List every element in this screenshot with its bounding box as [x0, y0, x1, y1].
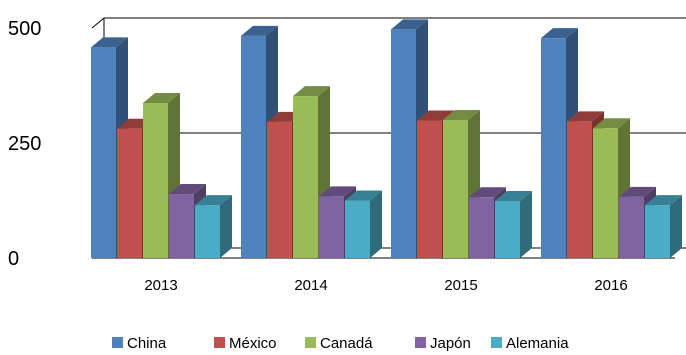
x-tick-label: 2014: [294, 277, 327, 294]
bars: [91, 19, 682, 259]
bar-front: [143, 102, 168, 258]
bar-front: [195, 205, 220, 258]
y-tick-label: 500: [8, 18, 41, 40]
y-tick-label: 250: [8, 133, 41, 155]
legend-label: China: [127, 335, 167, 352]
legend-swatch: [415, 337, 426, 348]
bar-front: [567, 121, 592, 258]
bar-top: [241, 25, 278, 36]
bar-side: [670, 195, 682, 258]
bar-top: [319, 186, 356, 197]
bar-front: [345, 200, 370, 258]
bar: [645, 195, 682, 258]
x-tick-label: 2013: [144, 277, 177, 294]
bar: [293, 86, 330, 258]
legend-label: Japón: [430, 335, 471, 352]
bar-top: [293, 86, 330, 97]
legend-label: México: [229, 335, 277, 352]
bar-front: [267, 121, 292, 258]
legend-swatch: [112, 337, 123, 348]
bar-side: [520, 190, 532, 258]
y-tick-label: 0: [8, 248, 19, 270]
legend-item: China: [112, 335, 167, 352]
legend-swatch: [305, 337, 316, 348]
bar: [345, 190, 382, 258]
bar-front: [469, 197, 494, 258]
gridline-side: [91, 17, 105, 29]
bar-front: [117, 128, 142, 258]
x-axis-ticks: 2013 2014 2015 2016: [144, 277, 627, 294]
bar-front: [169, 194, 194, 258]
bar-front: [593, 128, 618, 258]
bar-front: [319, 196, 344, 258]
bar-top: [391, 19, 428, 30]
x-tick-label: 2016: [594, 277, 627, 294]
bar-top: [443, 110, 480, 120]
bar-top: [645, 195, 682, 206]
bar-top: [619, 186, 656, 197]
bar-front: [391, 29, 416, 258]
bar-front: [443, 120, 468, 258]
bar-front: [645, 205, 670, 258]
legend-label: Canadá: [320, 335, 373, 352]
legend-item: Canadá: [305, 335, 373, 352]
bar: [541, 28, 578, 259]
legend-item: Alemania: [491, 335, 569, 352]
legend-label: Alemania: [506, 335, 569, 352]
bar-top: [91, 37, 128, 48]
y-axis-ticks: 0 250 500: [8, 18, 41, 270]
bar-front: [541, 38, 566, 259]
bar-top: [567, 111, 604, 122]
bar-front: [495, 200, 520, 258]
bar-top: [417, 110, 454, 121]
bar-front: [293, 96, 318, 258]
bar-top: [541, 28, 578, 39]
bar-front: [619, 196, 644, 258]
x-tick-label: 2015: [444, 277, 477, 294]
bar-side: [370, 190, 382, 258]
bar-front: [417, 120, 442, 259]
bar-top: [495, 190, 532, 201]
legend: China México Canadá Japón Alemania: [112, 335, 569, 352]
bar: [195, 195, 232, 258]
bar: [495, 190, 532, 258]
bar-front: [91, 47, 116, 258]
bar-top: [195, 195, 232, 206]
legend-swatch: [491, 337, 502, 348]
legend-swatch: [214, 337, 225, 348]
legend-item: Japón: [415, 335, 471, 352]
bar-top: [469, 187, 506, 198]
bar-top: [169, 184, 206, 195]
bar-top: [345, 190, 382, 201]
bar-top: [143, 92, 180, 103]
legend-item: México: [214, 335, 277, 352]
bar-top: [593, 118, 630, 129]
bar-side: [220, 195, 232, 258]
bar-front: [241, 35, 266, 258]
